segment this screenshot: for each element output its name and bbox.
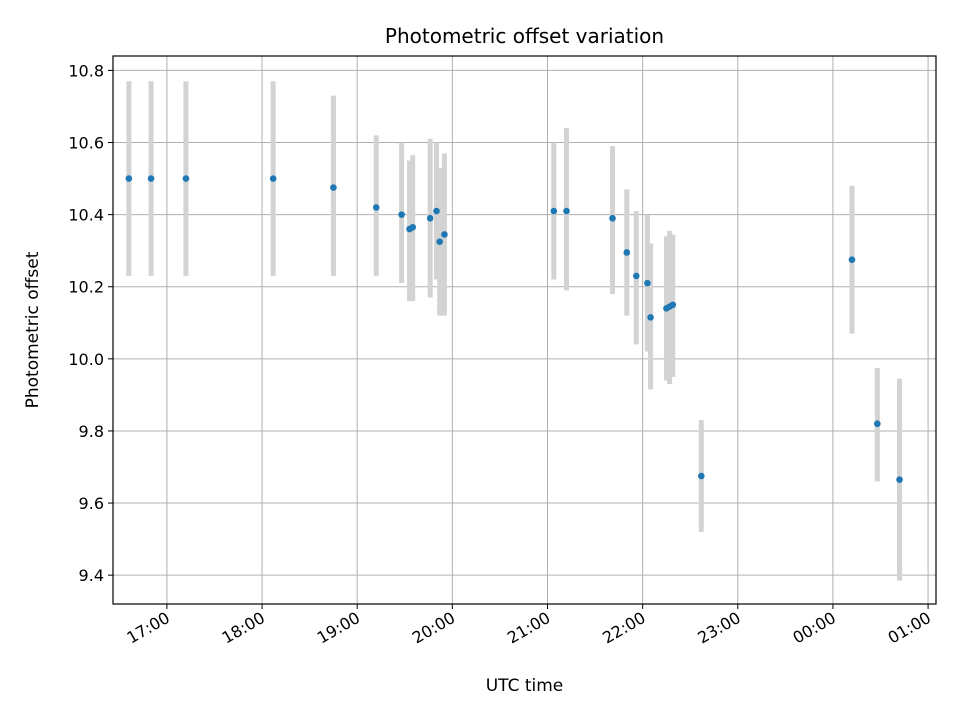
data-point — [644, 279, 651, 287]
data-point — [896, 476, 903, 483]
data-point — [330, 184, 337, 191]
y-tick-label: 10.6 — [68, 134, 104, 153]
y-tick-label: 10.8 — [68, 61, 104, 80]
data-point — [848, 256, 856, 263]
data-point — [550, 207, 558, 215]
data-point — [632, 272, 640, 280]
data-point — [563, 207, 570, 215]
data-point — [147, 175, 155, 182]
gridlines — [113, 56, 936, 604]
data-point — [426, 214, 434, 222]
data-point — [409, 223, 417, 231]
data-points — [125, 175, 903, 483]
data-point — [433, 207, 440, 215]
y-axis-title: Photometric offset — [23, 251, 43, 408]
data-point — [182, 175, 190, 182]
data-point — [441, 231, 448, 238]
data-point — [874, 420, 881, 428]
y-tick-label: 10.2 — [68, 278, 104, 297]
plot-frame — [112, 55, 937, 605]
data-point — [269, 175, 277, 182]
data-point — [698, 472, 705, 480]
data-point — [623, 249, 631, 256]
data-point — [609, 214, 616, 222]
data-point — [436, 238, 443, 245]
y-tick-label: 10.4 — [68, 206, 104, 225]
y-axis: 9.4 9.6 9.8 10.0 10.2 10.4 10.6 10.8 — [68, 61, 113, 585]
data-point — [372, 204, 380, 211]
x-axis-title: UTC time — [486, 676, 564, 696]
data-point — [669, 301, 677, 309]
data-point — [647, 314, 654, 321]
y-tick-label: 9.4 — [79, 566, 104, 585]
data-point — [398, 211, 405, 218]
y-tick-label: 9.6 — [79, 494, 104, 513]
chart-title: Photometric offset variation — [385, 24, 664, 48]
y-tick-label: 9.8 — [79, 422, 104, 441]
y-tick-label: 10.0 — [68, 350, 104, 369]
data-point — [125, 175, 133, 182]
